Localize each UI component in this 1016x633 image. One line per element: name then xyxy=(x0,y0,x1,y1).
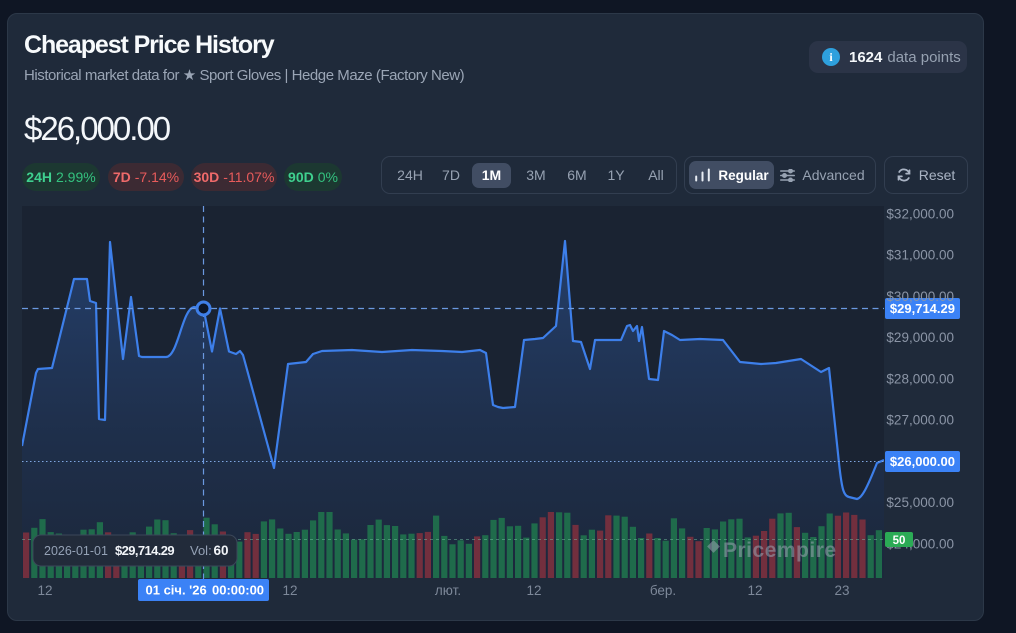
svg-text:12: 12 xyxy=(37,583,52,598)
svg-text:$31,000.00: $31,000.00 xyxy=(886,248,954,263)
svg-text:12: 12 xyxy=(747,583,762,598)
svg-text:лют.: лют. xyxy=(435,583,461,598)
svg-text:12: 12 xyxy=(526,583,541,598)
svg-text:$28,000.00: $28,000.00 xyxy=(886,371,954,386)
svg-text:$32,000.00: $32,000.00 xyxy=(886,207,954,222)
svg-text:бер.: бер. xyxy=(650,583,676,598)
svg-text:60: 60 xyxy=(214,543,229,558)
svg-text:00:00:00: 00:00:00 xyxy=(212,583,264,598)
svg-text:$26,000.00: $26,000.00 xyxy=(890,454,955,469)
svg-text:23: 23 xyxy=(834,583,849,598)
svg-text:01 січ. '26: 01 січ. '26 xyxy=(146,583,207,598)
svg-text:$29,000.00: $29,000.00 xyxy=(886,330,954,345)
svg-text:$27,000.00: $27,000.00 xyxy=(886,413,954,428)
svg-text:$29,714.29: $29,714.29 xyxy=(115,543,174,558)
svg-text:12: 12 xyxy=(282,583,297,598)
svg-text:$29,714.29: $29,714.29 xyxy=(890,301,955,316)
svg-text:50: 50 xyxy=(893,535,906,547)
svg-text:2026-01-01: 2026-01-01 xyxy=(44,544,108,558)
svg-text:$30,000.00: $30,000.00 xyxy=(886,289,954,304)
svg-text:$25,000.00: $25,000.00 xyxy=(886,495,954,510)
svg-text:Pricempire: Pricempire xyxy=(723,539,837,562)
svg-text:Vol:: Vol: xyxy=(190,543,212,558)
